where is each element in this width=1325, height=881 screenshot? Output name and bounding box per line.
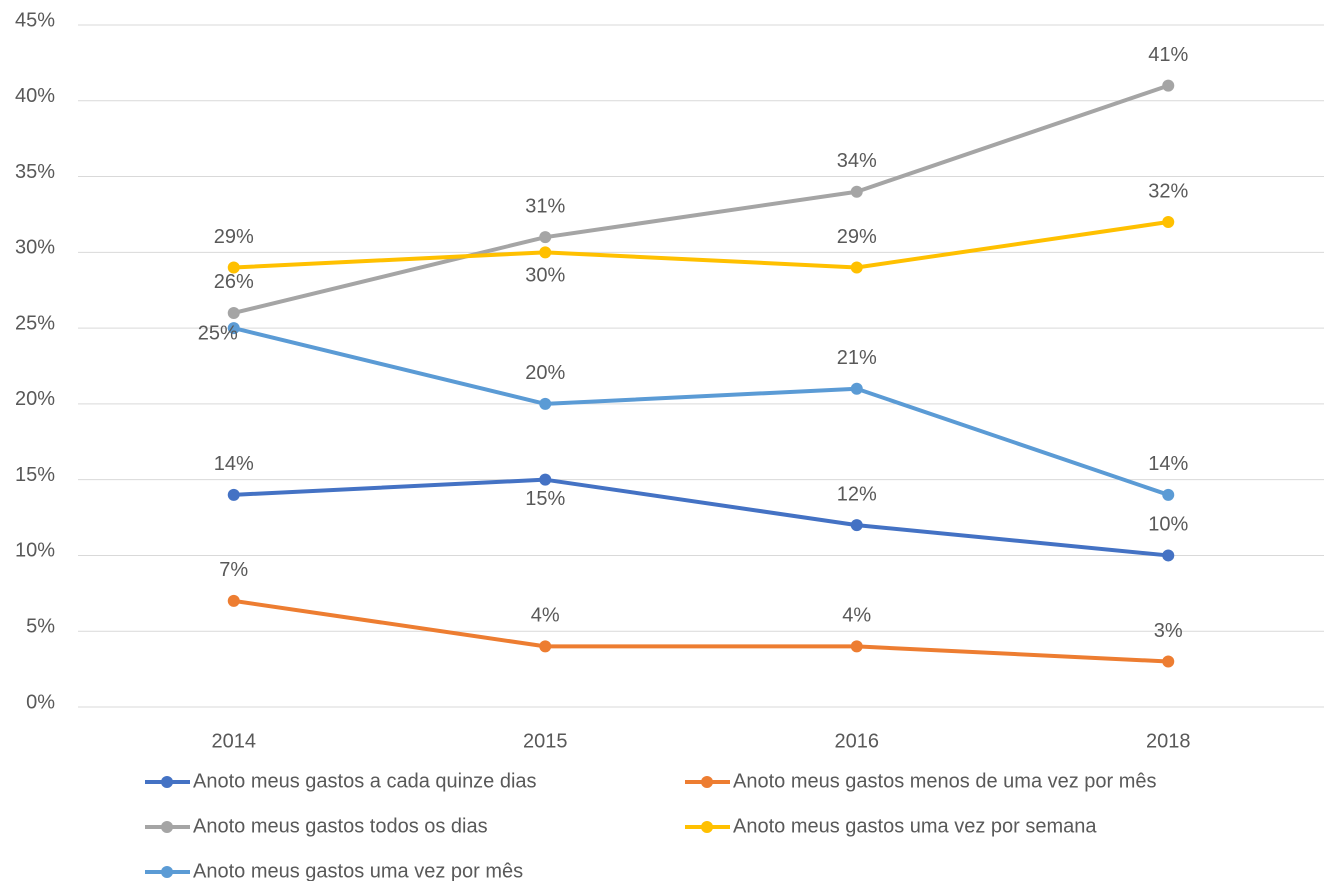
data-point — [850, 185, 863, 198]
data-label: 29% — [214, 226, 254, 248]
data-point — [539, 397, 552, 410]
y-tick-label: 40% — [15, 85, 55, 107]
data-point — [539, 246, 552, 259]
legend-marker — [161, 821, 173, 833]
data-point — [1162, 488, 1175, 501]
data-point — [539, 640, 552, 653]
series-line — [233, 598, 1169, 664]
data-label: 32% — [1148, 180, 1188, 202]
legend-label: Anoto meus gastos todos os dias — [193, 815, 488, 837]
data-label: 34% — [837, 150, 877, 172]
data-label: 29% — [837, 226, 877, 248]
data-point — [1162, 216, 1175, 229]
legend-label: Anoto meus gastos menos de uma vez por m… — [733, 770, 1157, 792]
data-label: 3% — [1154, 620, 1183, 642]
data-label: 26% — [214, 271, 254, 293]
data-label: 7% — [219, 559, 248, 581]
y-tick-label: 15% — [15, 464, 55, 486]
legend-marker — [161, 866, 173, 878]
data-point — [227, 488, 240, 501]
data-point — [850, 261, 863, 274]
data-point — [1162, 79, 1175, 92]
y-tick-label: 25% — [15, 312, 55, 334]
data-point — [850, 640, 863, 653]
data-label: 15% — [525, 488, 565, 510]
data-point — [1162, 655, 1175, 668]
y-tick-label: 20% — [15, 388, 55, 410]
data-point — [227, 306, 240, 319]
data-label: 14% — [214, 453, 254, 475]
legend-label: Anoto meus gastos uma vez por semana — [733, 815, 1097, 837]
data-label: 31% — [525, 195, 565, 217]
y-tick-label: 35% — [15, 161, 55, 183]
series-line — [233, 477, 1169, 558]
data-point — [539, 473, 552, 486]
legend-label: Anoto meus gastos uma vez por mês — [193, 860, 523, 881]
x-tick-label: 2016 — [835, 730, 880, 752]
x-tick-label: 2015 — [523, 730, 568, 752]
data-point — [227, 261, 240, 274]
data-label: 20% — [525, 362, 565, 384]
data-label: 21% — [837, 347, 877, 369]
y-tick-label: 45% — [15, 9, 55, 31]
data-label: 41% — [1148, 44, 1188, 66]
data-point — [227, 322, 240, 335]
y-tick-label: 0% — [26, 691, 55, 713]
data-label: 4% — [842, 605, 871, 627]
legend-marker — [161, 776, 173, 788]
data-point — [850, 519, 863, 532]
series-line — [233, 220, 1169, 270]
x-tick-label: 2014 — [212, 730, 257, 752]
y-tick-label: 10% — [15, 540, 55, 562]
data-label: 12% — [837, 483, 877, 505]
data-label: 25% — [198, 322, 238, 344]
series-line — [233, 326, 1169, 497]
data-point — [539, 231, 552, 244]
y-tick-label: 30% — [15, 237, 55, 259]
x-tick-label: 2018 — [1146, 730, 1191, 752]
data-label: 30% — [525, 265, 565, 287]
y-tick-label: 5% — [26, 616, 55, 638]
data-point — [227, 594, 240, 607]
data-point — [1162, 549, 1175, 562]
legend-marker — [701, 821, 713, 833]
data-label: 10% — [1148, 514, 1188, 536]
data-point — [850, 382, 863, 395]
legend-label: Anoto meus gastos a cada quinze dias — [193, 770, 537, 792]
data-label: 4% — [531, 605, 560, 627]
legend-marker — [701, 776, 713, 788]
series-line — [233, 83, 1169, 315]
data-label: 14% — [1148, 453, 1188, 475]
